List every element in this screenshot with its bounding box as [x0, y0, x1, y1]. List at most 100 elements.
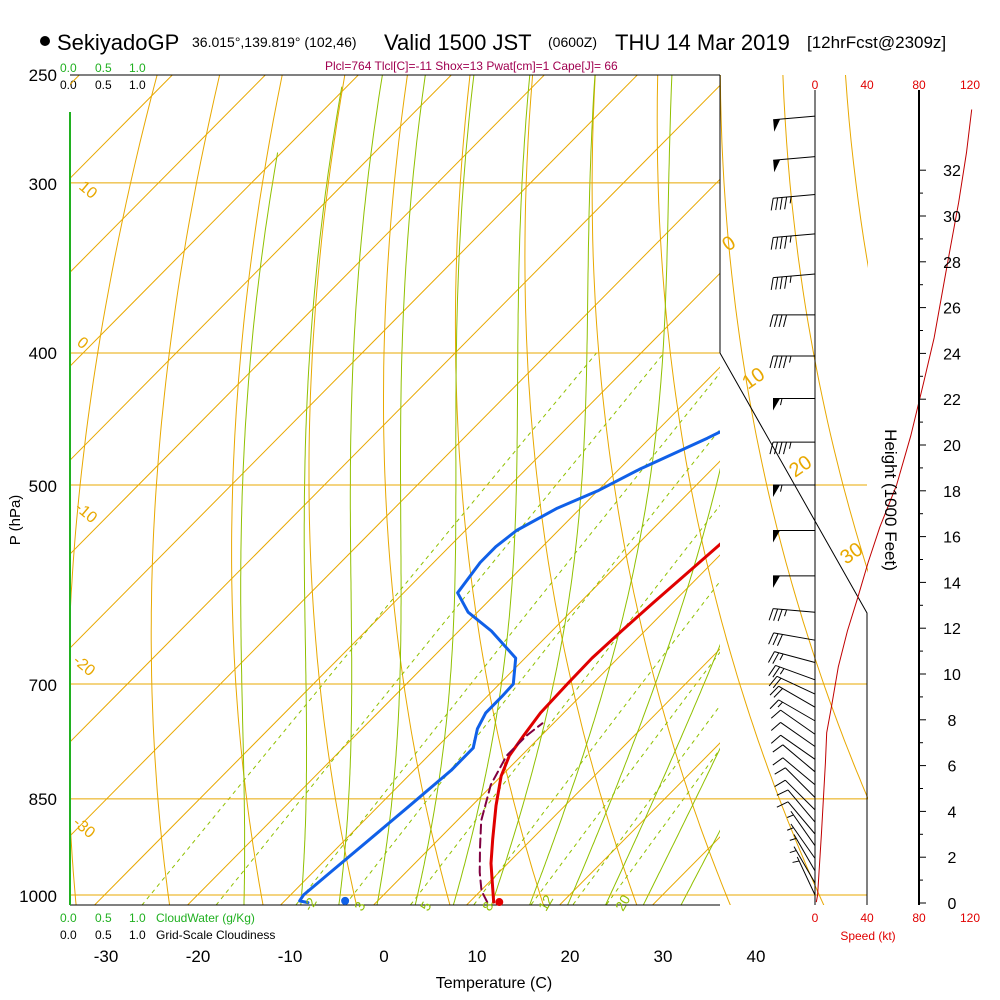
- cloudiness-tick: 0.5: [95, 78, 112, 92]
- wind-barb-staff: [778, 685, 816, 708]
- height-tick-label: 14: [943, 575, 961, 592]
- wind-barb-feather: [779, 197, 783, 210]
- pressure-tick: 700: [29, 676, 57, 695]
- temperature-axis-label: Temperature (C): [436, 975, 552, 992]
- dry-adiabat-line: [232, 51, 288, 924]
- wind-barb: [773, 575, 815, 588]
- pressure-tick: 400: [29, 344, 57, 363]
- wind-barb-feather: [773, 608, 779, 621]
- wind-barb-feather: [774, 779, 786, 787]
- temperature-tick: 0: [379, 947, 388, 966]
- wind-barb-half-feather: [777, 701, 783, 708]
- wind-barb-half-feather: [787, 827, 794, 831]
- wind-barb-feather: [772, 666, 781, 678]
- wind-barb-staff: [776, 675, 816, 695]
- wind-barb-feather: [768, 665, 776, 676]
- wind-barb-feather: [775, 277, 779, 290]
- wind-barb: [769, 685, 816, 708]
- isotherm-line: [279, 460, 720, 905]
- wind-barb-feather: [769, 685, 779, 696]
- isotherm-line: [558, 742, 720, 905]
- height-tick-label: 16: [943, 530, 961, 547]
- wind-barb: [772, 744, 816, 773]
- wind-barb-staff: [790, 823, 816, 859]
- surface-points: [341, 896, 504, 907]
- wind-barb-feather: [768, 676, 778, 687]
- wind-barb-staff: [778, 699, 816, 722]
- wind-barb-staff: [773, 608, 816, 613]
- dry-adiabat-line: [968, 51, 1000, 924]
- wind-barb-feather: [775, 197, 779, 211]
- wind-barb-feather: [772, 677, 782, 689]
- wind-barb-feather: [770, 709, 781, 719]
- wind-barb-feather: [772, 652, 780, 664]
- wind-barb-half-feather: [780, 484, 783, 492]
- temperature-axis: -30 -20 -10 0 10 20 30 40: [94, 947, 766, 966]
- height-tick-label: 24: [943, 346, 961, 363]
- wind-barb: [769, 355, 815, 369]
- valid-time: Valid 1500 JST: [384, 30, 532, 55]
- wind-barb-half-feather: [789, 235, 792, 243]
- dry-adiabat-label: 0: [718, 232, 740, 256]
- cloud-water-tick: 0.0: [60, 61, 77, 75]
- mixing-ratio-lines: [141, 352, 720, 905]
- isotherm-line: [70, 75, 267, 273]
- wind-barb: [770, 709, 816, 735]
- wind-barb-staff: [773, 273, 816, 279]
- dry-adiabat-label: -10: [71, 499, 100, 527]
- isobars: [70, 182, 867, 896]
- wind-barb: [770, 273, 816, 290]
- cloud-water-tick: 1.0: [129, 911, 146, 925]
- wind-barb-feather: [769, 355, 774, 369]
- cloud-water-tick: 0.5: [95, 911, 112, 925]
- wind-barb-pennant: [773, 575, 780, 588]
- wind-barb-feather: [777, 634, 783, 646]
- temperature-tick: -10: [278, 947, 303, 966]
- wind-barb: [768, 664, 816, 681]
- wind-barb-feather: [778, 314, 783, 327]
- moist-adiabat-line: [680, 829, 720, 905]
- wind-barb: [787, 823, 816, 859]
- cloud-water-tick: 1.0: [129, 61, 146, 75]
- wind-barb: [776, 801, 816, 835]
- mixing-ratio-line: [215, 352, 665, 905]
- wind-speed-profile: [815, 109, 973, 903]
- plot-frame: [70, 74, 721, 906]
- moist-adiabat-line: [376, 75, 426, 905]
- wind-barb-staff: [790, 810, 816, 846]
- wind-barb: [769, 699, 816, 722]
- wind-barb-feather: [783, 441, 787, 455]
- height-tick-label: 22: [943, 392, 961, 409]
- wind-barb-half-feather: [787, 814, 794, 818]
- mixing-ratio-line: [473, 580, 720, 905]
- wind-barb-staff: [780, 722, 816, 747]
- pressure-axis-label: P (hPa): [7, 495, 24, 546]
- station-marker-icon: [40, 36, 50, 46]
- wind-barb: [768, 675, 816, 695]
- station-name: SekiyadoGP: [57, 30, 179, 55]
- dry-adiabat-line: [231, 75, 283, 905]
- speed-axis-label: Speed (kt): [840, 929, 895, 943]
- moist-adiabat-label: 20: [612, 892, 634, 914]
- moist-adiabat-label: 3: [351, 899, 369, 914]
- wind-barb-half-feather: [779, 668, 785, 675]
- wind-barb: [774, 779, 816, 811]
- mixing-ratio-line: [344, 428, 720, 905]
- dry-adiabat-line: [968, 51, 1000, 924]
- parcel-path-line: [478, 722, 544, 904]
- mixing-ratio-line: [409, 504, 720, 905]
- cloudiness-label: Grid-Scale Cloudiness: [156, 928, 275, 942]
- wind-barb: [769, 314, 815, 327]
- wind-barb-feather: [777, 609, 783, 622]
- dry-adiabat-label: 30: [836, 538, 867, 569]
- speed-tick: 80: [912, 911, 926, 925]
- temperature-tick: -20: [186, 947, 211, 966]
- pressure-axis: 250 300 400 500 700 850 1000: [19, 66, 57, 906]
- wind-barb-feather: [779, 276, 783, 290]
- height-tick-label: 8: [948, 713, 957, 730]
- dry-adiabat-label: -30: [69, 814, 98, 842]
- moist-adiabat-line: [567, 467, 720, 905]
- dry-adiabat-line: [720, 75, 868, 800]
- wind-barb-feather: [769, 699, 779, 710]
